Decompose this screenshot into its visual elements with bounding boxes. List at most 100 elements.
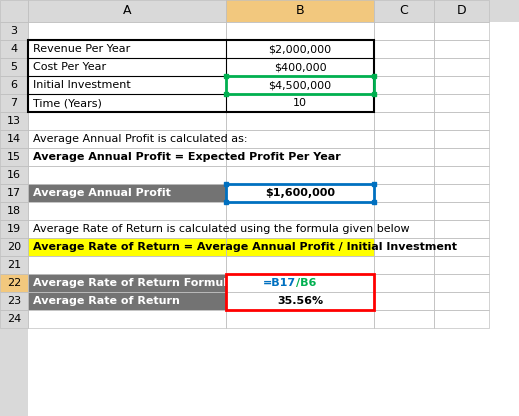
- Bar: [226, 40, 374, 58]
- Bar: [374, 148, 434, 166]
- Bar: [434, 292, 489, 310]
- Text: 18: 18: [7, 206, 21, 216]
- Bar: [374, 184, 434, 202]
- Bar: [374, 166, 434, 184]
- Bar: [374, 202, 434, 220]
- Bar: [374, 112, 434, 130]
- Bar: [374, 22, 434, 40]
- Bar: [374, 238, 434, 256]
- Bar: [0, 202, 28, 220]
- Bar: [28, 166, 226, 184]
- Text: B: B: [296, 5, 304, 17]
- Bar: [226, 94, 374, 112]
- Bar: [0, 0, 28, 22]
- Bar: [0, 148, 28, 166]
- Bar: [0, 238, 28, 256]
- Bar: [434, 184, 489, 202]
- Bar: [28, 238, 226, 256]
- Bar: [434, 220, 489, 238]
- Bar: [434, 256, 489, 274]
- Bar: [434, 274, 489, 292]
- Text: 22: 22: [7, 278, 21, 288]
- Bar: [374, 220, 434, 238]
- Bar: [28, 76, 226, 94]
- Bar: [0, 310, 28, 328]
- Text: Revenue Per Year: Revenue Per Year: [33, 44, 130, 54]
- Bar: [28, 112, 226, 130]
- Bar: [226, 256, 374, 274]
- Bar: [374, 220, 434, 238]
- Bar: [28, 202, 226, 220]
- Bar: [226, 148, 374, 166]
- Bar: [0, 130, 28, 148]
- Text: 4: 4: [10, 44, 18, 54]
- Bar: [434, 202, 489, 220]
- Bar: [374, 148, 434, 166]
- Text: C: C: [400, 5, 408, 17]
- Bar: [28, 292, 226, 310]
- Bar: [28, 22, 226, 40]
- Bar: [226, 202, 374, 220]
- Bar: [28, 40, 226, 58]
- Bar: [434, 148, 489, 166]
- Bar: [226, 274, 374, 310]
- Bar: [374, 76, 434, 94]
- Bar: [28, 94, 226, 112]
- Bar: [0, 310, 28, 328]
- Bar: [374, 292, 434, 310]
- Bar: [374, 184, 434, 202]
- Bar: [374, 256, 434, 274]
- Bar: [434, 130, 489, 148]
- Bar: [434, 310, 489, 328]
- Bar: [226, 292, 374, 310]
- Bar: [226, 310, 374, 328]
- Bar: [0, 256, 28, 274]
- Text: 3: 3: [10, 26, 18, 36]
- Text: 16: 16: [7, 170, 21, 180]
- Bar: [434, 58, 489, 76]
- Bar: [226, 166, 374, 184]
- Bar: [374, 22, 434, 40]
- Text: 14: 14: [7, 134, 21, 144]
- Bar: [28, 112, 226, 130]
- Text: $400,000: $400,000: [274, 62, 326, 72]
- Text: 19: 19: [7, 224, 21, 234]
- Text: Average Rate of Return: Average Rate of Return: [33, 296, 180, 306]
- Bar: [28, 130, 226, 148]
- Bar: [0, 184, 28, 202]
- Text: 24: 24: [7, 314, 21, 324]
- Bar: [434, 166, 489, 184]
- Text: 13: 13: [7, 116, 21, 126]
- Bar: [0, 166, 28, 184]
- Bar: [28, 220, 226, 238]
- Bar: [374, 202, 434, 220]
- Bar: [374, 130, 434, 148]
- Bar: [434, 238, 489, 256]
- Bar: [226, 166, 374, 184]
- Text: Average Rate of Return Formula: Average Rate of Return Formula: [33, 278, 235, 288]
- Bar: [374, 274, 434, 292]
- Text: A: A: [123, 5, 131, 17]
- Text: /B6: /B6: [296, 278, 317, 288]
- Bar: [28, 220, 226, 238]
- Bar: [374, 256, 434, 274]
- Text: Time (Years): Time (Years): [33, 98, 102, 108]
- Bar: [0, 0, 519, 22]
- Bar: [0, 22, 28, 40]
- Text: 6: 6: [10, 80, 18, 90]
- Bar: [28, 184, 226, 202]
- Bar: [0, 274, 28, 292]
- Bar: [28, 148, 226, 166]
- Text: $2,000,000: $2,000,000: [268, 44, 332, 54]
- Bar: [434, 274, 489, 292]
- Bar: [434, 40, 489, 58]
- Bar: [0, 94, 28, 112]
- Bar: [434, 94, 489, 112]
- Bar: [434, 148, 489, 166]
- Bar: [28, 0, 226, 22]
- Text: 10: 10: [293, 98, 307, 108]
- Bar: [374, 310, 434, 328]
- Text: D: D: [457, 5, 466, 17]
- Bar: [374, 130, 434, 148]
- Bar: [374, 292, 434, 310]
